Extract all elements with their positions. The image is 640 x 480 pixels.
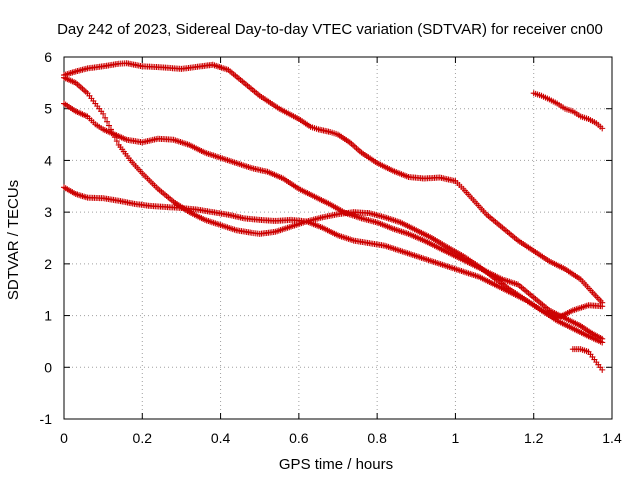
data-point bbox=[100, 110, 107, 117]
y-tick-label: 2 bbox=[44, 256, 52, 272]
x-tick-label: 1 bbox=[452, 430, 460, 446]
series-trace-4 bbox=[61, 184, 606, 346]
chart-title: Day 242 of 2023, Sidereal Day-to-day VTE… bbox=[57, 21, 603, 38]
x-tick-label: 0 bbox=[60, 430, 68, 446]
data-point bbox=[599, 366, 606, 373]
x-tick-label: 1.4 bbox=[602, 430, 622, 446]
x-tick-label: 0.4 bbox=[211, 430, 231, 446]
data-point bbox=[599, 339, 606, 346]
x-tick-label: 0.2 bbox=[133, 430, 153, 446]
y-axis-title: SDTVAR / TECUs bbox=[5, 180, 22, 300]
series-trace-2 bbox=[61, 100, 606, 342]
plot-frame bbox=[63, 56, 613, 420]
y-tick-label: 5 bbox=[44, 101, 52, 117]
series-layer bbox=[61, 60, 606, 373]
x-tick-label: 0.6 bbox=[289, 430, 309, 446]
y-tick-label: 6 bbox=[44, 49, 52, 65]
data-point bbox=[599, 303, 606, 310]
series-trace-6 bbox=[569, 346, 606, 373]
y-tick-label: 3 bbox=[44, 204, 52, 220]
series-trace-5 bbox=[530, 90, 606, 132]
data-point bbox=[109, 130, 116, 137]
axis-ticks: 0 0.2 0.4 0.6 0.8 1 1.2 1.4 -1 0 1 2 3 4 5 6 bbox=[40, 49, 622, 446]
data-point bbox=[111, 134, 118, 141]
y-tick-label: 0 bbox=[44, 359, 52, 375]
data-point bbox=[102, 114, 109, 121]
data-point bbox=[107, 126, 114, 133]
data-point bbox=[113, 138, 120, 145]
data-point bbox=[106, 122, 113, 129]
grid-lines bbox=[64, 57, 612, 419]
y-tick-label: 1 bbox=[44, 308, 52, 324]
y-tick-label: 4 bbox=[44, 152, 52, 168]
y-tick-label: -1 bbox=[40, 411, 53, 427]
data-point bbox=[599, 125, 606, 132]
x-tick-label: 1.2 bbox=[524, 430, 544, 446]
x-axis-title: GPS time / hours bbox=[279, 456, 393, 473]
x-tick-label: 0.8 bbox=[367, 430, 387, 446]
data-point bbox=[104, 118, 111, 125]
series-trace-1 bbox=[61, 60, 606, 306]
